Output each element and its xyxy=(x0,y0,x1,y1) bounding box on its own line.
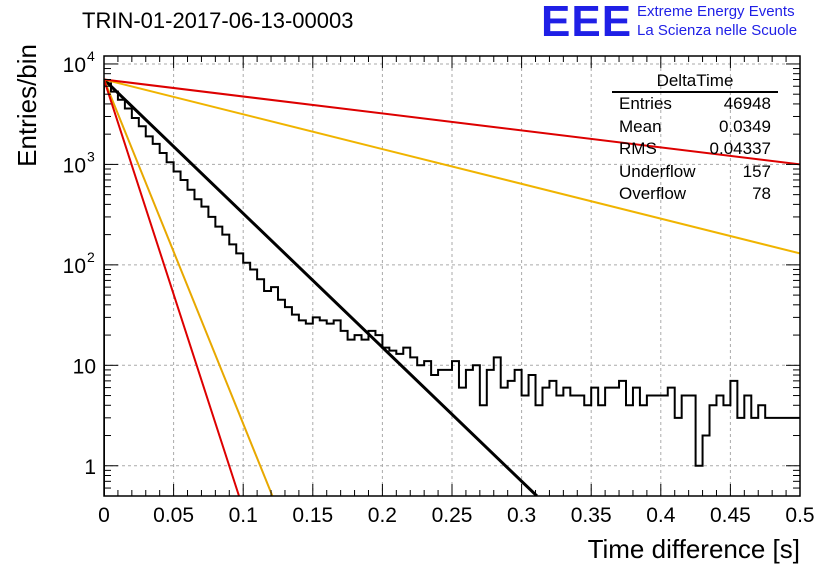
x-tick-label: 0.45 xyxy=(710,504,751,527)
y-tick-label: 10 xyxy=(63,255,86,278)
eee-logo: EEE xyxy=(541,0,633,46)
stats-row-underflow: Underflow 157 xyxy=(612,161,778,184)
stats-label: Mean xyxy=(619,116,662,136)
stats-label: Overflow xyxy=(619,184,687,203)
x-tick-label: 0 xyxy=(98,504,110,527)
stats-row-overflow: Overflow 78 xyxy=(612,183,778,206)
logo-line2: La Scienza nelle Scuole xyxy=(637,22,798,39)
y-tick-label-exponent: 2 xyxy=(87,249,95,265)
x-tick-label: 0.5 xyxy=(785,504,814,527)
stats-value: 78 xyxy=(752,184,771,203)
y-tick-label: 10 xyxy=(63,54,86,77)
y-tick-label: 1 xyxy=(84,456,96,479)
y-axis-label: Entries/bin xyxy=(12,44,42,167)
stats-row-entries: Entries 46948 xyxy=(612,93,778,116)
stats-title: DeltaTime xyxy=(612,70,778,93)
stats-value: 0.0349 xyxy=(719,116,771,136)
x-tick-label: 0.25 xyxy=(432,504,473,527)
x-axis-label: Time difference [s] xyxy=(588,534,800,564)
x-tick-label: 0.3 xyxy=(507,504,536,527)
stats-value: 157 xyxy=(742,161,771,181)
x-tick-label: 0.35 xyxy=(571,504,612,527)
stats-value: 46948 xyxy=(723,94,771,113)
stats-label: Entries xyxy=(619,94,672,113)
stats-value: 0.04337 xyxy=(709,139,771,158)
stats-row-mean: Mean 0.0349 xyxy=(612,116,778,139)
x-tick-label: 0.2 xyxy=(368,504,397,527)
x-tick-label: 0.15 xyxy=(292,504,333,527)
y-tick-label-exponent: 3 xyxy=(87,148,95,164)
logo-line1: Extreme Energy Events xyxy=(637,3,795,20)
fit-line-0 xyxy=(104,78,538,496)
stats-row-rms: RMS 0.04337 xyxy=(612,138,778,161)
y-tick-label: 10 xyxy=(73,355,96,378)
stats-label: Underflow xyxy=(619,161,696,181)
run-title: TRIN-01-2017-06-13-00003 xyxy=(82,8,354,33)
x-tick-label: 0.05 xyxy=(153,504,194,527)
fit-line-3 xyxy=(104,78,800,255)
stats-box: DeltaTime Entries 46948 Mean 0.0349 RMS … xyxy=(612,70,778,206)
x-tick-label: 0.4 xyxy=(646,504,676,527)
histogram-series xyxy=(104,82,800,496)
y-tick-label-exponent: 4 xyxy=(87,48,95,64)
fit-line-1 xyxy=(104,79,274,496)
stats-label: RMS xyxy=(619,139,657,158)
y-tick-label: 10 xyxy=(63,154,86,177)
x-tick-label: 0.1 xyxy=(229,504,258,527)
fit-line-4 xyxy=(104,78,800,166)
fit-line-2 xyxy=(104,79,240,496)
